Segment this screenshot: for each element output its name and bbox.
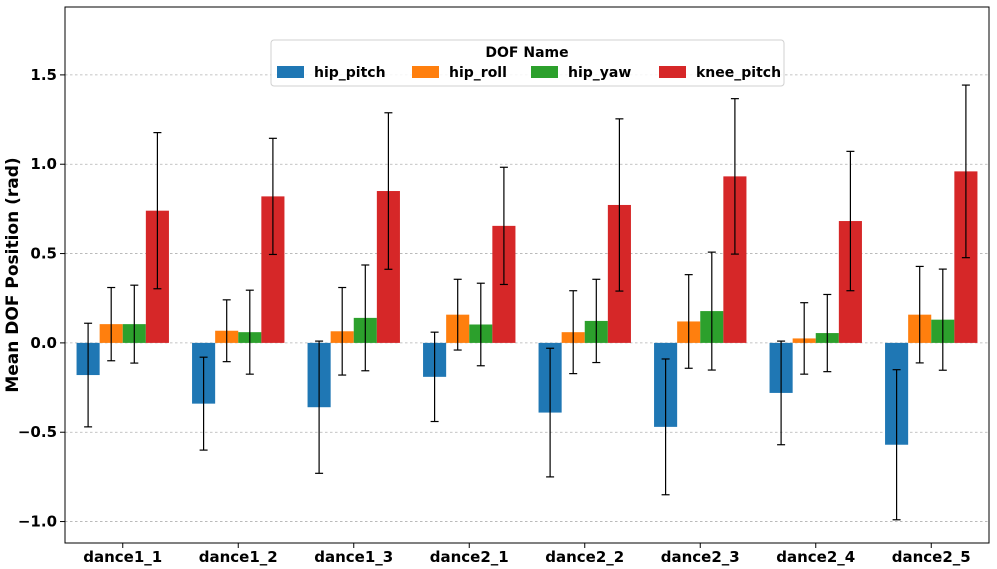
legend-item-hip_pitch: hip_pitch	[277, 65, 386, 81]
error-bar-hip_roll-dance2_1	[453, 278, 462, 351]
error-bar-hip_roll-dance1_1	[107, 286, 116, 362]
error-bar-hip_roll-dance2_5	[915, 265, 924, 364]
error-bar-hip_roll-dance2_3	[684, 274, 693, 369]
x-tick-label: dance1_2	[199, 548, 278, 566]
error-bar-hip_pitch-dance2_1	[430, 331, 439, 423]
legend-item-hip_roll: hip_roll	[412, 65, 507, 81]
x-tick-label: dance2_5	[892, 548, 971, 566]
x-tick-label: dance2_4	[776, 548, 855, 566]
x-tick-label: dance2_3	[661, 548, 740, 566]
y-axis-ticks: −1.0 −0.5 0.0 0.5 1.0 1.5	[18, 66, 65, 531]
error-bar-hip_pitch-dance1_1	[84, 322, 93, 428]
error-bar-knee_pitch-dance1_1	[153, 132, 162, 290]
legend-label: hip_yaw	[568, 65, 631, 81]
error-bar-hip_roll-dance1_3	[338, 286, 347, 376]
error-bar-hip_roll-dance2_4	[800, 302, 809, 375]
x-axis-ticks: dance1_1 dance1_2 dance1_3 dance2_1 dance2_2…	[83, 543, 971, 566]
error-bar-hip_pitch-dance1_2	[199, 356, 208, 451]
error-bar-knee_pitch-dance2_5	[961, 84, 970, 259]
error-bar-hip_yaw-dance2_5	[938, 268, 947, 371]
error-bar-hip_roll-dance2_2	[569, 290, 578, 375]
bar-knee_pitch-dance2_3	[723, 176, 747, 343]
x-tick-label: dance2_1	[430, 548, 509, 566]
legend-swatch	[412, 66, 439, 78]
y-tick-label: −0.5	[18, 423, 57, 441]
bar-knee_pitch-dance1_2	[261, 196, 285, 343]
error-bar-hip_yaw-dance1_2	[245, 289, 254, 375]
error-bar-hip_yaw-dance2_2	[592, 278, 601, 364]
error-bar-knee_pitch-dance2_3	[730, 98, 739, 255]
y-tick-label: 0.5	[30, 245, 57, 263]
y-tick-label: 1.5	[30, 66, 57, 84]
error-bar-knee_pitch-dance2_4	[846, 150, 855, 292]
legend-label: hip_pitch	[314, 65, 386, 81]
error-bar-hip_pitch-dance2_3	[661, 358, 670, 496]
error-bar-hip_yaw-dance1_1	[130, 284, 139, 364]
y-tick-label: −1.0	[18, 513, 57, 531]
error-bar-hip_pitch-dance1_3	[315, 340, 324, 474]
error-bar-hip_pitch-dance2_5	[892, 369, 901, 521]
legend-swatch	[277, 66, 304, 78]
x-tick-label: dance2_2	[545, 548, 624, 566]
legend: DOF Name hip_pitch hip_roll hip_yaw knee_pi…	[270, 39, 785, 87]
legend-label: knee_pitch	[696, 65, 781, 81]
error-bar-knee_pitch-dance1_2	[268, 137, 277, 256]
plot-frame	[64, 6, 990, 544]
y-tick-label: 1.0	[30, 155, 57, 173]
y-tick-label: 0.0	[30, 334, 57, 352]
legend-item-knee_pitch: knee_pitch	[659, 65, 781, 81]
legend-frame	[270, 39, 785, 87]
error-bar-hip_pitch-dance2_4	[777, 340, 786, 446]
error-bar-knee_pitch-dance2_2	[615, 118, 624, 292]
error-bar-knee_pitch-dance1_3	[384, 112, 393, 270]
x-tick-label: dance1_1	[83, 548, 162, 566]
legend-swatch	[531, 66, 558, 78]
error-bar-hip_yaw-dance2_4	[823, 293, 832, 373]
error-bars	[84, 84, 970, 521]
error-bar-hip_yaw-dance1_3	[361, 264, 370, 372]
legend-swatch	[659, 66, 686, 78]
y-axis-label: Mean DOF Position (rad)	[3, 157, 23, 392]
error-bar-hip_roll-dance1_2	[222, 299, 231, 363]
x-tick-label: dance1_3	[314, 548, 393, 566]
error-bar-hip_yaw-dance2_1	[476, 282, 485, 367]
error-bar-hip_pitch-dance2_2	[546, 347, 555, 478]
legend-title: DOF Name	[485, 45, 568, 61]
bars	[76, 171, 978, 445]
legend-item-hip_yaw: hip_yaw	[531, 65, 631, 81]
error-bar-knee_pitch-dance2_1	[499, 166, 508, 286]
legend-label: hip_roll	[449, 65, 507, 81]
error-bar-hip_yaw-dance2_3	[707, 251, 716, 371]
